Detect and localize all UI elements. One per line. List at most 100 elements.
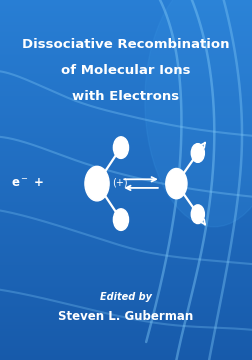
Bar xyxy=(0,15,252,17)
Bar xyxy=(0,0,252,1)
Bar xyxy=(0,151,252,152)
Bar xyxy=(0,111,252,112)
Bar xyxy=(0,41,252,42)
Bar xyxy=(0,129,252,130)
Bar xyxy=(0,357,252,359)
Bar xyxy=(0,300,252,301)
Bar xyxy=(0,204,252,205)
Bar xyxy=(0,197,252,198)
Bar xyxy=(0,147,252,148)
Bar xyxy=(0,18,252,19)
Bar xyxy=(0,112,252,113)
Bar xyxy=(0,309,252,310)
Bar xyxy=(0,220,252,221)
Bar xyxy=(0,40,252,41)
Bar xyxy=(0,245,252,246)
Bar xyxy=(0,101,252,102)
Bar xyxy=(0,150,252,151)
Bar xyxy=(0,120,252,121)
Bar xyxy=(0,341,252,342)
Bar xyxy=(0,334,252,335)
Bar xyxy=(0,230,252,231)
Bar xyxy=(0,181,252,183)
Bar xyxy=(0,265,252,266)
Bar xyxy=(0,328,252,329)
Bar xyxy=(0,238,252,239)
Bar xyxy=(0,137,252,138)
Bar xyxy=(0,202,252,203)
Bar xyxy=(0,66,252,67)
Bar xyxy=(0,295,252,296)
Bar xyxy=(0,234,252,235)
Bar xyxy=(0,130,252,131)
Bar xyxy=(0,193,252,194)
Bar xyxy=(0,134,252,136)
Bar xyxy=(0,6,252,7)
Bar xyxy=(0,54,252,55)
Bar xyxy=(0,313,252,314)
Bar xyxy=(0,123,252,125)
Bar xyxy=(0,303,252,305)
Bar xyxy=(0,235,252,237)
Bar xyxy=(0,277,252,278)
Bar xyxy=(0,264,252,265)
Bar xyxy=(0,354,252,355)
Bar xyxy=(0,35,252,36)
Bar xyxy=(0,239,252,240)
Text: (+): (+) xyxy=(112,177,127,187)
Bar xyxy=(0,165,252,166)
Bar xyxy=(0,86,252,87)
Bar xyxy=(0,49,252,50)
Bar xyxy=(0,108,252,109)
Circle shape xyxy=(113,137,129,158)
Bar xyxy=(0,103,252,104)
Text: with Electrons: with Electrons xyxy=(72,90,180,103)
Bar xyxy=(0,12,252,13)
Bar xyxy=(0,67,252,68)
Bar xyxy=(0,155,252,156)
Bar xyxy=(0,148,252,149)
Bar xyxy=(0,194,252,195)
Bar xyxy=(0,227,252,228)
Bar xyxy=(0,275,252,276)
Bar xyxy=(0,211,252,212)
Circle shape xyxy=(191,144,204,162)
Bar xyxy=(0,25,252,26)
Bar xyxy=(0,306,252,307)
Bar xyxy=(0,51,252,53)
Bar xyxy=(0,206,252,208)
Bar xyxy=(0,31,252,32)
Text: Edited by: Edited by xyxy=(100,292,152,302)
Bar xyxy=(0,244,252,245)
Bar xyxy=(0,122,252,123)
Bar xyxy=(0,294,252,295)
Bar xyxy=(0,136,252,137)
Bar xyxy=(0,283,252,284)
Bar xyxy=(0,263,252,264)
Bar xyxy=(0,205,252,206)
Bar xyxy=(0,208,252,209)
Bar xyxy=(0,221,252,222)
Bar xyxy=(0,293,252,294)
Bar xyxy=(0,22,252,23)
Bar xyxy=(0,289,252,291)
Bar xyxy=(0,187,252,188)
Bar xyxy=(0,39,252,40)
Bar xyxy=(0,133,252,134)
Bar xyxy=(0,37,252,39)
Bar xyxy=(0,270,252,271)
Bar xyxy=(0,21,252,22)
Bar xyxy=(0,276,252,277)
Bar xyxy=(0,144,252,145)
Bar xyxy=(0,32,252,33)
Bar xyxy=(0,248,252,249)
Bar xyxy=(0,331,252,332)
Text: Steven L. Guberman: Steven L. Guberman xyxy=(58,310,194,323)
Bar xyxy=(0,337,252,338)
Bar xyxy=(0,105,252,107)
Bar xyxy=(0,180,252,181)
Bar xyxy=(0,104,252,105)
Bar xyxy=(0,349,252,350)
Bar xyxy=(0,321,252,323)
Bar xyxy=(0,269,252,270)
